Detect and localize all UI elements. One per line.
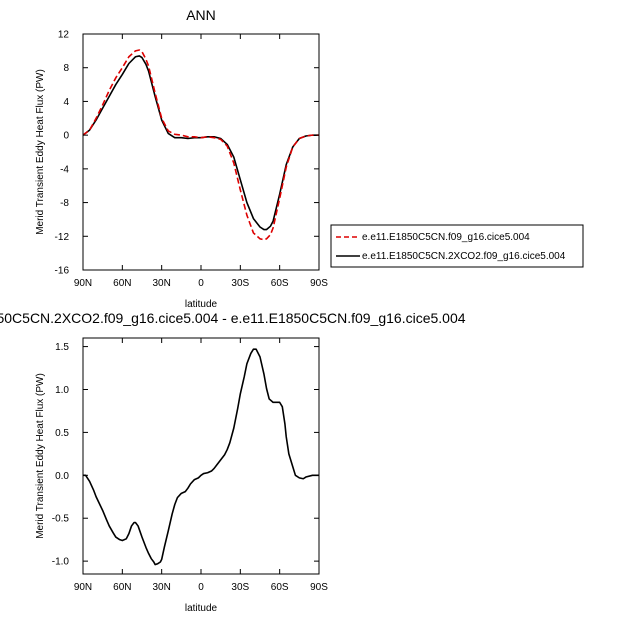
chart0-ytick-label-4: 0 bbox=[63, 131, 69, 142]
chart1-xtick-label-1: 60N bbox=[113, 582, 131, 593]
chart1-xtick-label-5: 60S bbox=[271, 582, 289, 593]
legend-label-control: e.e11.E1850C5CN.f09_g16.cice5.004 bbox=[362, 232, 530, 243]
bottom-x-axis-label: latitude bbox=[185, 603, 218, 614]
legend: e.e11.E1850C5CN.f09_g16.cice5.004 e.e11.… bbox=[330, 224, 584, 268]
chart0-ytick-label-2: -8 bbox=[60, 198, 69, 209]
chart0-series-1-line bbox=[82, 55, 319, 231]
chart1-ytick-label-0: -1.0 bbox=[52, 557, 70, 568]
chart1-xtick-label-0: 90N bbox=[74, 582, 92, 593]
chart0-xtick-label-4: 30S bbox=[231, 278, 249, 289]
chart1-xtick-label-4: 30S bbox=[231, 582, 249, 593]
chart0-xtick-label-0: 90N bbox=[74, 278, 92, 289]
bottom-chart-title: 50C5CN.2XCO2.f09_g16.cice5.004 - e.e11.E… bbox=[0, 310, 466, 326]
top-tick-layer: 90N 60N 30N 0 30S 60S 90S -16 -12 -8 -4 0 4 8 12 bbox=[55, 30, 329, 290]
top-series-layer bbox=[82, 49, 319, 241]
chart1-ytick-label-5: 1.5 bbox=[55, 342, 69, 353]
chart0-xtick-label-3: 0 bbox=[198, 278, 204, 289]
top-y-axis-label: Merid Transient Eddy Heat Flux (PW) bbox=[35, 69, 46, 235]
chart0-ytick-label-0: -16 bbox=[55, 266, 70, 277]
chart1-ytick-label-1: -0.5 bbox=[52, 514, 70, 525]
chart1-xtick-label-6: 90S bbox=[310, 582, 328, 593]
top-x-axis-label: latitude bbox=[185, 299, 218, 310]
top-panel: ANN 90N 60N 30N 0 30S 60S 90S -16 -12 -8 -4 0 4 8 12 l… bbox=[35, 7, 328, 310]
bottom-y-axis-label: Merid Transient Eddy Heat Flux (PW) bbox=[35, 373, 46, 539]
chart0-ytick-label-6: 8 bbox=[63, 63, 69, 74]
legend-label-2xco2: e.e11.E1850C5CN.2XCO2.f09_g16.cice5.004 bbox=[362, 251, 566, 262]
top-chart-title: ANN bbox=[186, 7, 216, 23]
chart0-xtick-label-6: 90S bbox=[310, 278, 328, 289]
top-plot-frame bbox=[82, 33, 320, 271]
chart0-ytick-label-5: 4 bbox=[63, 97, 69, 108]
chart0-ytick-label-1: -12 bbox=[55, 232, 70, 243]
chart0-series-0-line bbox=[82, 49, 319, 241]
bottom-tick-layer: 90N 60N 30N 0 30S 60S 90S -1.0 -0.5 0.0 0.5 1.0 1.5 bbox=[52, 338, 328, 593]
chart1-xtick-label-2: 30N bbox=[152, 582, 170, 593]
chart0-xtick-label-2: 30N bbox=[152, 278, 170, 289]
chart1-ytick-label-3: 0.5 bbox=[55, 428, 69, 439]
chart1-xtick-label-3: 0 bbox=[198, 582, 204, 593]
chart0-ytick-label-3: -4 bbox=[60, 164, 69, 175]
chart0-ytick-label-7: 12 bbox=[58, 30, 70, 41]
chart1-series-0-line bbox=[83, 348, 319, 566]
bottom-panel: 50C5CN.2XCO2.f09_g16.cice5.004 - e.e11.E… bbox=[0, 310, 466, 614]
legend-box bbox=[330, 224, 584, 268]
bottom-series-layer bbox=[83, 348, 319, 566]
chart1-ytick-label-2: 0.0 bbox=[55, 471, 69, 482]
chart0-xtick-label-1: 60N bbox=[113, 278, 131, 289]
chart1-ytick-label-4: 1.0 bbox=[55, 385, 69, 396]
chart0-xtick-label-5: 60S bbox=[271, 278, 289, 289]
